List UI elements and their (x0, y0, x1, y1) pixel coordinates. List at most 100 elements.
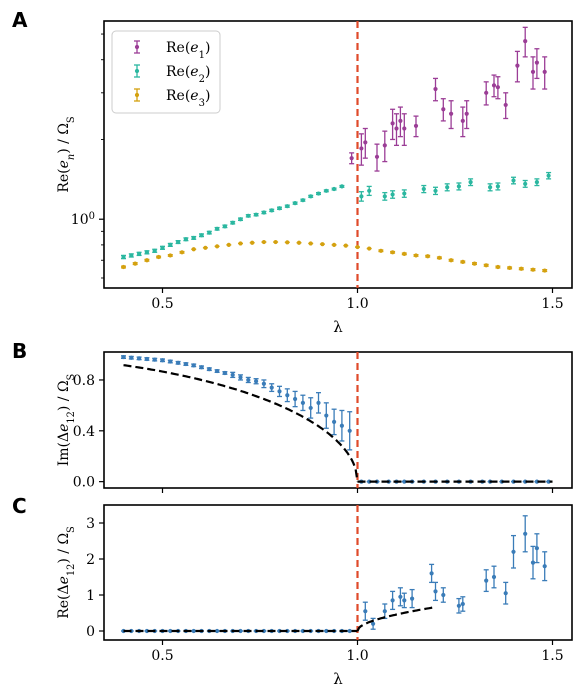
series-e3-point (437, 255, 442, 260)
panel-a-ytick-label: 100 (71, 211, 95, 229)
panel-a-ylabel: Re(en) / ΩS (56, 116, 77, 192)
series-e3-group (121, 239, 548, 273)
series-e3-point (179, 250, 185, 255)
series-im-diff-point (215, 368, 220, 374)
series-e2-point (254, 212, 259, 217)
series-im-diff-point (129, 355, 134, 360)
legend-marker-point (134, 68, 140, 74)
series-re-diff-point (215, 628, 220, 634)
series-im-diff-point (269, 385, 274, 390)
series-e1-point (359, 146, 364, 151)
series-im-diff-point (137, 356, 142, 361)
series-e1-point (460, 118, 465, 124)
series-e2-point (285, 204, 290, 209)
series-e3-point (355, 244, 360, 250)
series-re-diff-point (523, 531, 528, 536)
panel-b-ytick-label: 0.0 (73, 475, 95, 491)
series-im-diff-point (230, 372, 235, 377)
series-e2-point (269, 208, 274, 213)
series-e1-point (382, 143, 387, 148)
panel-a-xlabel: λ (333, 318, 343, 336)
series-e1-point (398, 118, 403, 124)
legend-box (111, 30, 221, 114)
series-e3-point (238, 241, 243, 246)
series-re-diff-point (530, 560, 536, 565)
series-re-diff-point (371, 621, 376, 626)
series-im-diff-point (160, 358, 165, 363)
series-im-diff-point (285, 393, 290, 398)
series-im-diff-point (199, 365, 204, 370)
series-e1-point (484, 90, 489, 95)
series-im-diff-point (347, 428, 352, 433)
series-e2-point (230, 220, 235, 225)
series-e1-group (349, 26, 548, 172)
series-re-diff-point (534, 546, 540, 551)
series-e3-point (343, 243, 348, 248)
series-e1-point (495, 85, 500, 90)
legend-label-e3: Re(e3) (166, 88, 210, 109)
series-re-diff-point (168, 628, 173, 634)
series-im-diff-point (207, 367, 212, 372)
series-e3-point (250, 240, 255, 245)
series-im-diff-point (300, 400, 305, 405)
series-re-diff-point (402, 598, 407, 603)
series-e3-point (156, 254, 161, 260)
series-e2-point (191, 235, 196, 241)
series-e2-point (367, 188, 372, 193)
series-e3-point (144, 258, 149, 263)
series-re-diff-point (347, 628, 352, 634)
series-im-diff-group (121, 354, 552, 484)
series-e1-point (390, 121, 395, 126)
series-e1-point (542, 69, 547, 74)
series-re-diff-point (410, 596, 415, 601)
series-e2-point (293, 201, 298, 206)
series-e3-point (261, 239, 266, 245)
series-e1-point (530, 69, 536, 74)
series-e3-point (285, 240, 290, 245)
series-re-diff-point (441, 592, 446, 598)
series-e3-point (215, 244, 220, 249)
series-e2-point (246, 213, 251, 218)
series-e2-point (382, 194, 387, 199)
series-e3-point (308, 241, 313, 246)
series-e2-point (300, 198, 305, 203)
series-e2-point (207, 230, 212, 235)
series-re-diff-point (324, 628, 329, 634)
series-e3-point (519, 266, 524, 271)
series-im-diff-point (222, 370, 227, 376)
series-e2-point (390, 192, 395, 197)
series-e1-point (413, 123, 419, 129)
series-re-diff-point (484, 578, 489, 583)
series-e3-point (425, 254, 430, 259)
panel-b-letter: B (12, 339, 27, 363)
series-im-diff-point (308, 405, 313, 411)
series-e1-point (491, 83, 497, 88)
series-e2-point (324, 188, 329, 193)
series-e2-group (121, 171, 552, 260)
panel-c-xtick-tick-label: 1.5 (541, 648, 563, 664)
series-re-diff-point (363, 609, 368, 614)
series-e2-point (511, 178, 516, 183)
series-re-diff-group (121, 515, 548, 634)
panel-c-ylabel: Re(Δe12) / ΩS (56, 526, 77, 619)
series-e3-point (191, 247, 196, 252)
series-e1-point (449, 111, 454, 116)
series-im-diff-point (191, 363, 196, 368)
series-e3-point (460, 259, 465, 265)
series-re-diff-point (191, 628, 196, 634)
series-re-diff-point (456, 603, 461, 608)
series-e2-point (129, 253, 134, 258)
series-e3-point (402, 251, 407, 256)
series-im-diff-point (293, 396, 298, 402)
series-e2-point (308, 194, 313, 199)
series-re-diff-point (511, 549, 516, 554)
series-e2-point (160, 245, 165, 250)
legend-label-e2: Re(e2) (166, 64, 210, 85)
series-e3-point (413, 253, 419, 258)
series-e1-point (363, 140, 368, 145)
series-e2-point (222, 224, 227, 229)
series-e2-point (402, 191, 407, 196)
series-im-diff-point (152, 357, 157, 362)
series-e1-point (349, 156, 354, 161)
